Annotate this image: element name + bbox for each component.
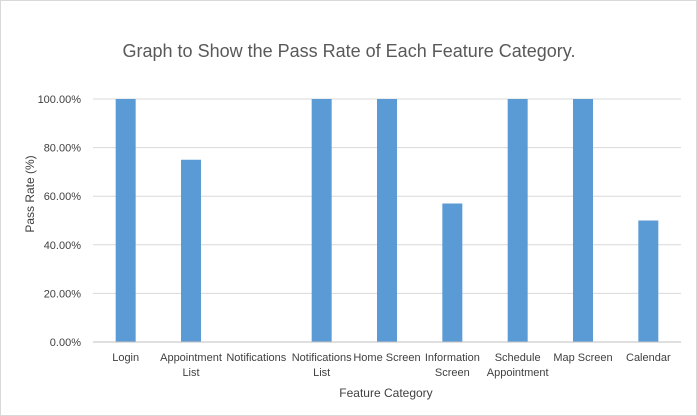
x-axis-title: Feature Category (339, 386, 432, 400)
x-tick-label: Home Screen (353, 352, 420, 364)
x-tick-label: Appointment List (160, 352, 222, 379)
x-tick-label: Login (112, 352, 139, 364)
x-tick-label: Notifications List (292, 352, 352, 379)
y-tick-label: 80.00% (44, 143, 82, 155)
x-tick-label: Information Screen (425, 352, 480, 379)
bar (377, 99, 397, 342)
bar (638, 220, 659, 342)
bar (181, 159, 201, 342)
bars (115, 99, 659, 342)
bar (573, 99, 593, 342)
y-tick-label: 60.00% (44, 191, 82, 203)
y-tick-label: 100.00% (38, 94, 82, 106)
y-tick-label: 20.00% (44, 288, 82, 300)
y-axis-title: Pass Rate (%) (23, 155, 37, 232)
bar (442, 203, 463, 342)
x-tick-label: Notifications (226, 352, 286, 364)
x-tick-label: Schedule Appointment (487, 352, 549, 379)
y-tick-label: 40.00% (44, 240, 82, 252)
x-tick-label: Calendar (626, 352, 671, 364)
x-tick-label: Map Screen (553, 352, 612, 364)
bar (311, 99, 332, 342)
bar (115, 99, 136, 342)
chart-title: Graph to Show the Pass Rate of Each Feat… (123, 41, 576, 61)
y-tick-label: 0.00% (50, 337, 81, 349)
bar (507, 99, 528, 342)
labels: 0.00% 20.00% 40.00% 60.00% 80.00% 100.00% Logi… (38, 94, 671, 379)
